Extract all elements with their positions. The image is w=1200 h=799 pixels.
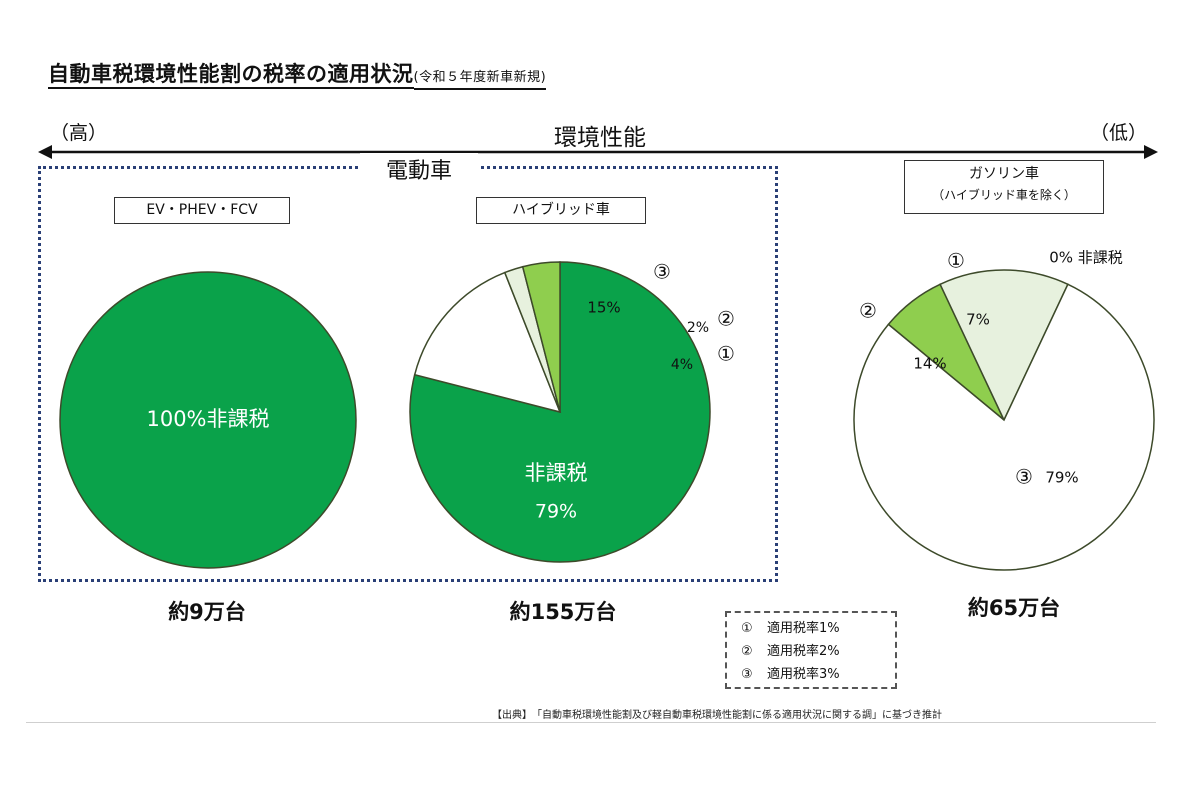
axis-high-label: （高） bbox=[50, 122, 108, 144]
footer-divider bbox=[26, 722, 1156, 723]
pie-slice-rate-tag: ① bbox=[717, 342, 735, 366]
pie-slice bbox=[59, 271, 357, 569]
chart-title: 自動車税環境性能割の税率の適用状況(令和５年度新車新規) bbox=[48, 58, 547, 90]
pie-slice-rate-tag: ② bbox=[717, 307, 735, 331]
chart-title-main: 自動車税環境性能割の税率の適用状況 bbox=[48, 62, 414, 89]
category-gasoline-label: ガソリン車 bbox=[969, 166, 1039, 182]
pie-slice-value-label: 7% bbox=[966, 311, 990, 329]
pie-slice bbox=[939, 269, 1069, 422]
axis-label: 環境性能 bbox=[554, 125, 646, 151]
legend-item: ① 適用税率1% bbox=[741, 617, 895, 640]
legend-item-number: ① bbox=[741, 621, 753, 636]
pie-slice-value-label: 4% bbox=[671, 357, 693, 373]
axis-low-label: （低） bbox=[1090, 122, 1148, 144]
chart-title-sub: (令和５年度新車新規) bbox=[413, 70, 547, 90]
total-gasoline: 約65万台 bbox=[967, 596, 1061, 620]
pie-slice-value-label: 2% bbox=[687, 320, 709, 336]
pie-slice-value-label: 100%非課税 bbox=[146, 407, 269, 431]
category-hybrid-label: ハイブリッド車 bbox=[476, 197, 646, 224]
pie-gasoline: 0% 非課税 7% ① 14% ② 79% ③ bbox=[853, 249, 1155, 571]
legend-item-text: 適用税率3% bbox=[767, 667, 840, 682]
pie-slice-value-label: 79% bbox=[535, 501, 577, 523]
legend-item-text: 適用税率1% bbox=[767, 621, 840, 636]
category-gasoline-box: ガソリン車 （ハイブリッド車を除く） bbox=[904, 160, 1104, 214]
category-ev-label: EV・PHEV・FCV bbox=[114, 197, 290, 224]
total-ev: 約9万台 bbox=[168, 600, 246, 624]
electric-vehicle-group-label: 電動車 bbox=[360, 153, 478, 185]
pie-slice-value-label: 15% bbox=[587, 299, 620, 317]
legend-item: ③ 適用税率3% bbox=[741, 663, 895, 686]
pie-slice bbox=[413, 271, 562, 414]
legend-item-text: 適用税率2% bbox=[767, 644, 840, 659]
category-gasoline-note: （ハイブリッド車を除く） bbox=[932, 188, 1076, 202]
legend-item: ② 適用税率2% bbox=[741, 640, 895, 663]
total-hybrid: 約155万台 bbox=[509, 600, 617, 624]
axis-double-arrow bbox=[38, 145, 1158, 159]
pie-slice-rate-tag: ① bbox=[947, 249, 965, 273]
legend-item-number: ② bbox=[741, 644, 753, 659]
pie-slice-value-label: 非課税 bbox=[525, 461, 588, 485]
pie-slice-rate-tag: ③ bbox=[1015, 465, 1033, 489]
pie-hybrid: 非課税 79% 15% ③ 2% ② 4% ① bbox=[409, 260, 735, 563]
pie-slice bbox=[853, 283, 1155, 571]
legend-item-number: ③ bbox=[741, 667, 753, 682]
legend: ① 適用税率1% ② 適用税率2% ③ 適用税率3% bbox=[725, 611, 897, 689]
pie-slice bbox=[521, 261, 561, 413]
pie-slice-value-label: 79% bbox=[1045, 469, 1078, 487]
source-note: 【出典】 「自動車税環境性能割及び軽自動車税環境性能割に係る適用状況に関する調」… bbox=[492, 710, 942, 721]
pie-slice-value-label: 14% bbox=[913, 355, 946, 373]
pie-slice-rate-tag: ② bbox=[859, 299, 877, 323]
pie-slice-value-label: 0% 非課税 bbox=[1049, 249, 1123, 267]
pie-ev: 100%非課税 bbox=[59, 271, 357, 569]
pie-slice-rate-tag: ③ bbox=[653, 260, 671, 284]
